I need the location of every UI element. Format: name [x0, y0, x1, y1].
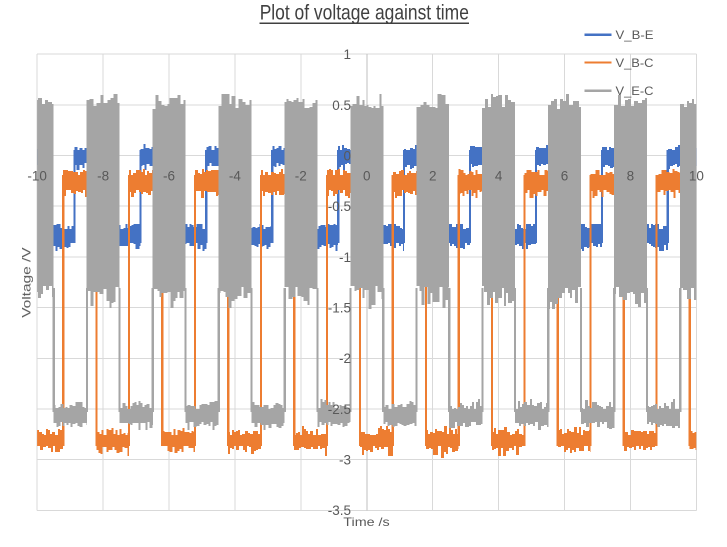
svg-text:V_B-E: V_B-E: [616, 28, 654, 42]
svg-text:-3.5: -3.5: [328, 503, 351, 518]
svg-text:-2: -2: [339, 351, 351, 366]
svg-text:0.5: 0.5: [332, 98, 351, 113]
svg-text:Plot of voltage against time: Plot of voltage against time: [260, 2, 469, 25]
svg-text:-1.5: -1.5: [328, 301, 351, 316]
svg-text:0: 0: [343, 149, 351, 164]
svg-text:4: 4: [495, 169, 503, 184]
svg-text:Time /s: Time /s: [343, 515, 389, 529]
svg-text:-4: -4: [229, 169, 241, 184]
svg-text:-2: -2: [295, 169, 307, 184]
svg-text:8: 8: [627, 169, 635, 184]
svg-text:0: 0: [363, 169, 371, 184]
svg-text:2: 2: [429, 169, 437, 184]
svg-text:-8: -8: [97, 169, 109, 184]
svg-text:V_E-C: V_E-C: [616, 84, 654, 98]
svg-text:-10: -10: [27, 169, 47, 184]
svg-text:-1: -1: [339, 250, 351, 265]
svg-text:-0.5: -0.5: [328, 199, 351, 214]
svg-text:-6: -6: [163, 169, 175, 184]
svg-text:-3: -3: [339, 453, 351, 468]
svg-text:Voltage /V: Voltage /V: [20, 247, 34, 317]
svg-text:10: 10: [689, 169, 704, 184]
svg-text:V_B-C: V_B-C: [616, 56, 654, 70]
svg-text:6: 6: [561, 169, 569, 184]
svg-text:1: 1: [343, 47, 351, 62]
svg-text:-2.5: -2.5: [328, 402, 351, 417]
